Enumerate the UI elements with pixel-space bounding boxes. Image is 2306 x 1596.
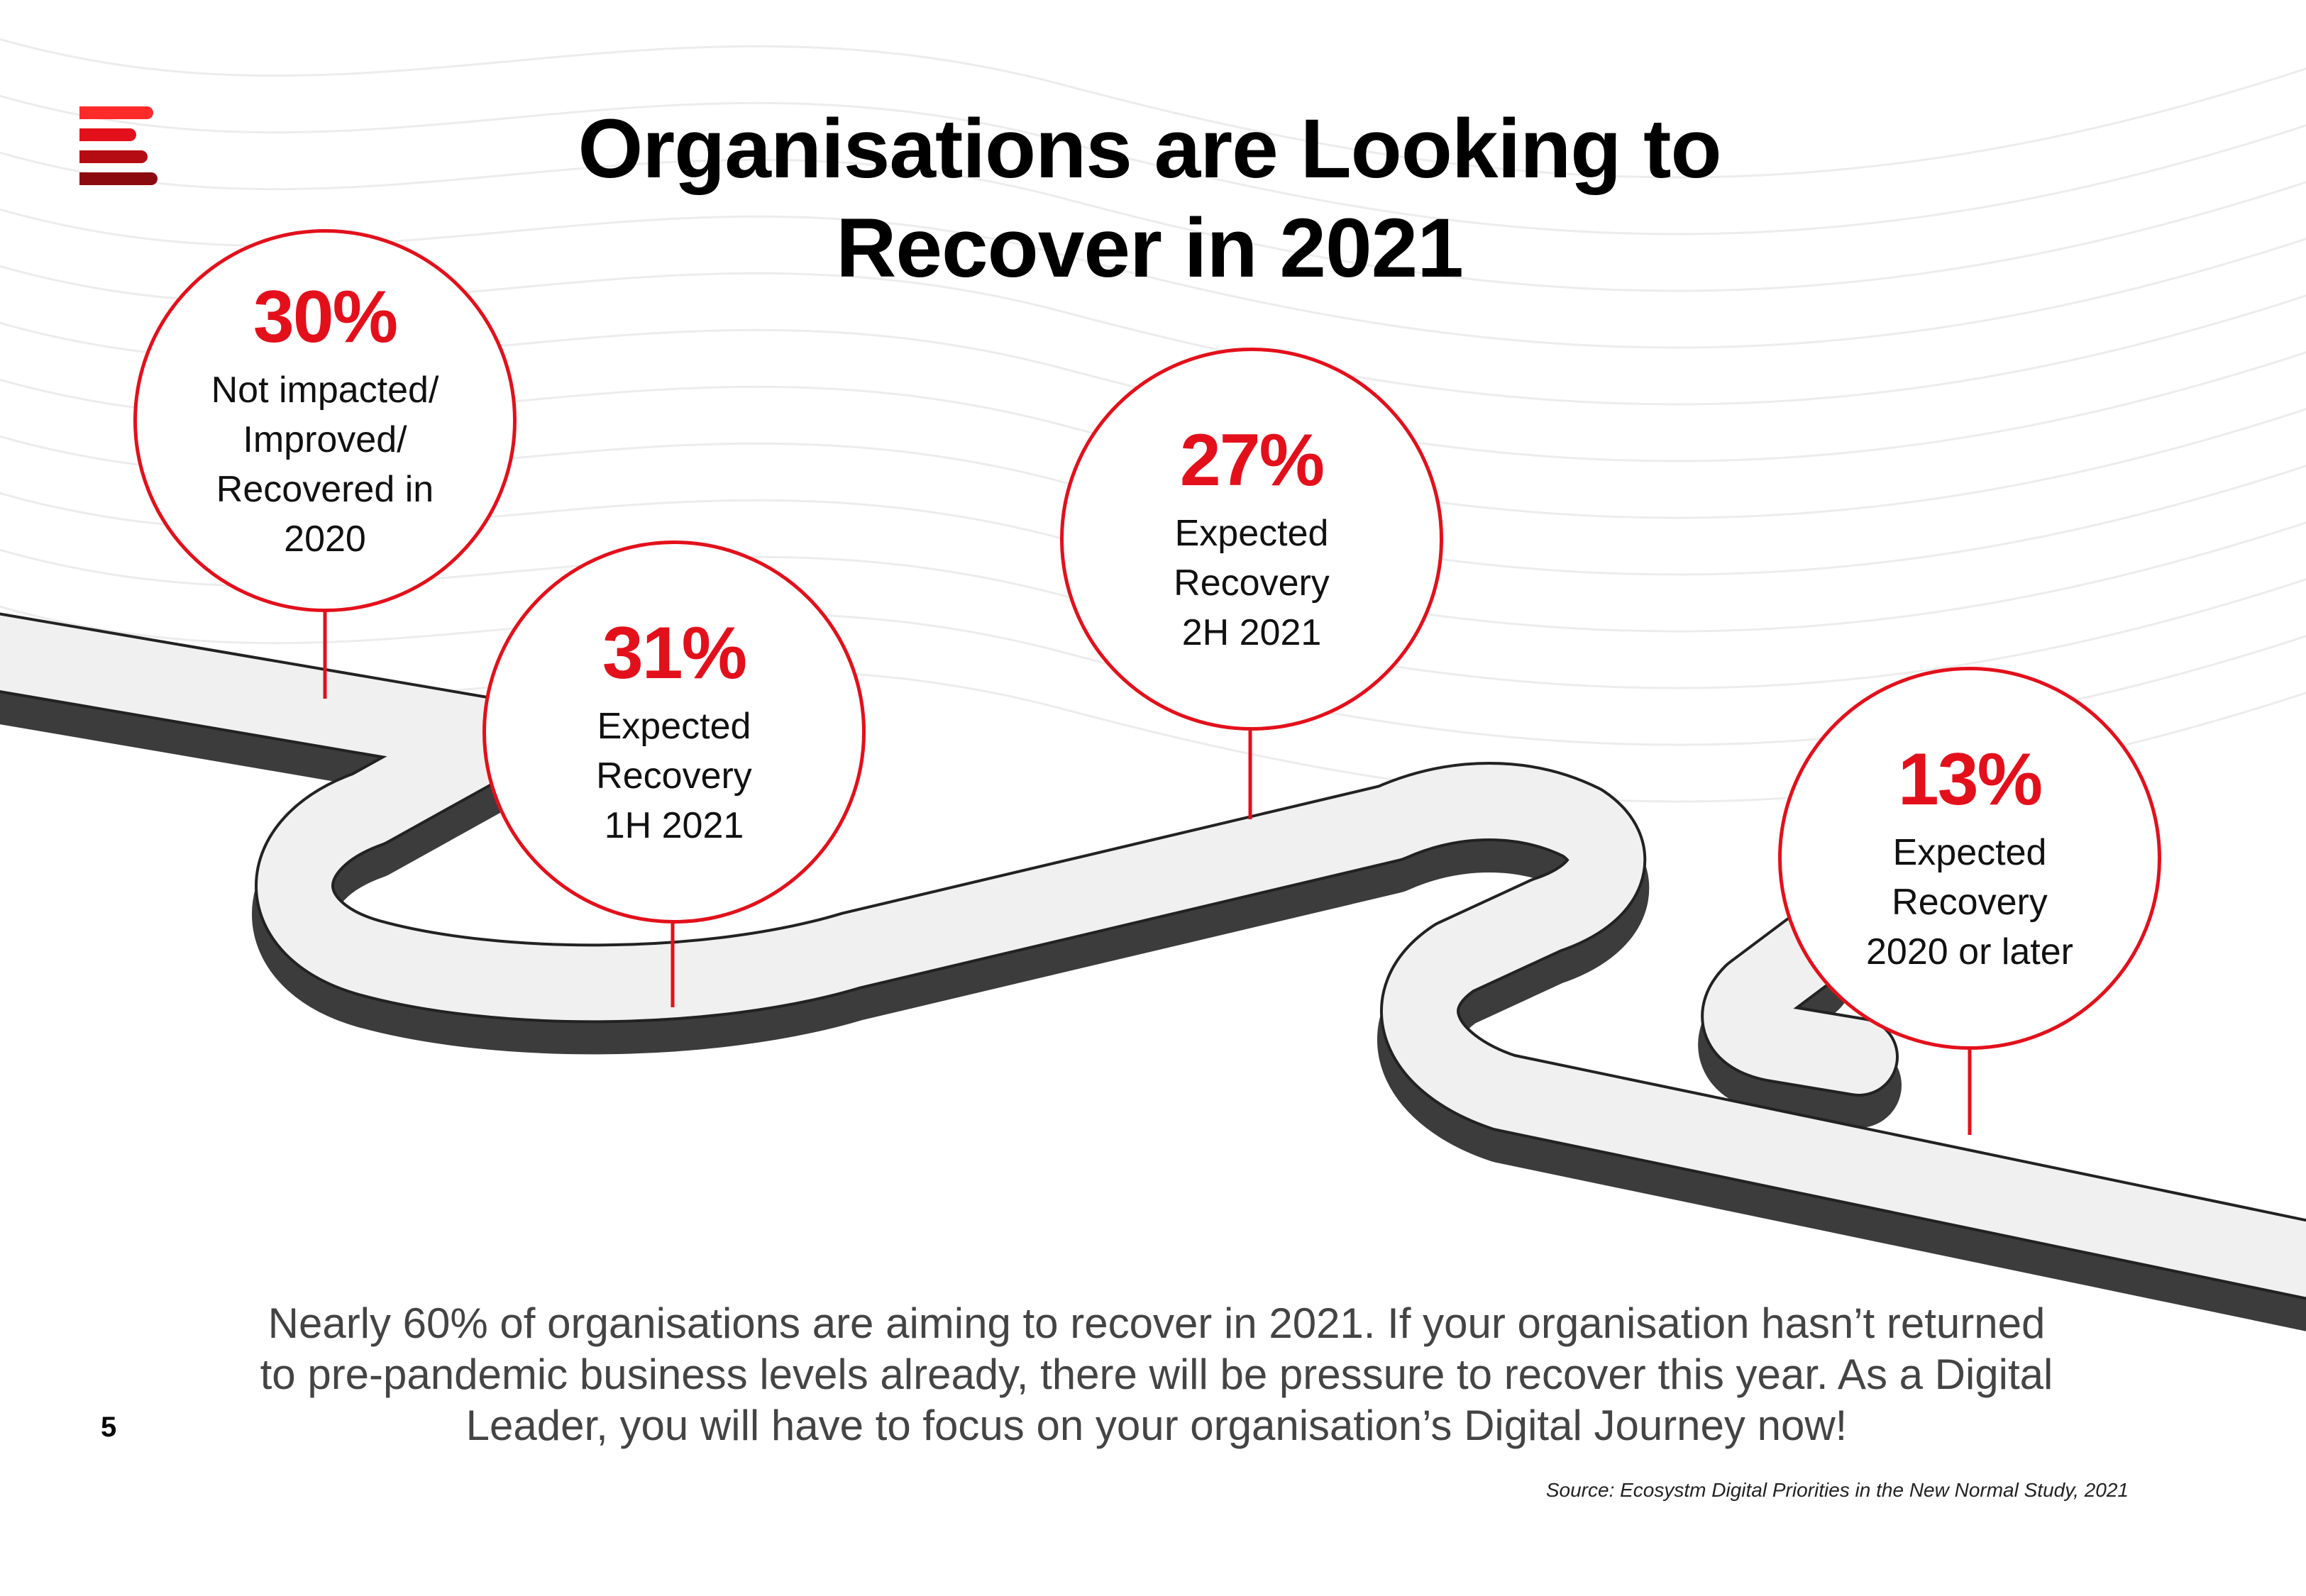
milestone-label-line: Recovery (1892, 882, 2048, 923)
summary-line: Leader, you will have to focus on your o… (465, 1402, 1848, 1449)
logo-bar (79, 172, 158, 185)
road-surface (0, 612, 2306, 1300)
brand-logo (79, 106, 162, 186)
source-citation: Source: Ecosystm Digital Priorities in t… (1545, 1479, 2129, 1501)
milestone-percent: 30% (253, 276, 398, 358)
milestone-bubble-27: 27% Expected Recovery 2H 2021 (1060, 348, 1443, 731)
milestone-percent: 27% (1179, 419, 1325, 501)
milestone-label-line: Recovery (596, 755, 752, 797)
milestone-label-line: Expected (597, 706, 751, 747)
summary-line: Nearly 60% of organisations are aiming t… (267, 1299, 2046, 1347)
milestone-label: Expected Recovery 2H 2021 (1099, 509, 1404, 658)
milestone-label-line: Expected (1892, 832, 2047, 873)
title-line-1: Organisations are Looking to (578, 102, 1721, 196)
logo-bar (79, 128, 136, 141)
milestone-label-line: Improved/ (243, 419, 407, 460)
milestone-bubble-13: 13% Expected Recovery 2020 or later (1778, 667, 2161, 1050)
summary-line: to pre-pandemic business levels already,… (260, 1351, 2053, 1398)
page-title: Organisations are Looking to Recover in … (369, 99, 1930, 298)
milestone-label-line: Expected (1174, 513, 1329, 554)
milestone-percent: 31% (602, 612, 747, 694)
milestone-label-line: 2020 (284, 519, 366, 560)
milestone-bubble-31: 31% Expected Recovery 1H 2021 (482, 541, 866, 924)
milestone-label: Expected Recovery 2020 or later (1817, 828, 2122, 977)
milestone-percent: 13% (1897, 738, 2043, 821)
title-line-2: Recover in 2021 (836, 201, 1464, 295)
page-number: 5 (101, 1412, 117, 1443)
milestone-bubble-30: 30% Not impacted/ Improved/ Recovered in… (133, 229, 517, 612)
milestone-label-line: 2020 or later (1866, 931, 2073, 972)
milestone-label: Expected Recovery 1H 2021 (522, 702, 827, 850)
milestone-label-line: Recovered in (216, 469, 434, 510)
milestone-label-line: 1H 2021 (604, 805, 744, 846)
milestone-label-line: 2H 2021 (1181, 612, 1322, 653)
milestone-label: Not impacted/ Improved/ Recovered in 202… (172, 365, 478, 564)
pin-stems (323, 610, 1972, 1135)
milestone-label-line: Not impacted/ (211, 370, 439, 411)
milestone-label-line: Recovery (1174, 563, 1330, 604)
summary-paragraph: Nearly 60% of organisations are aiming t… (114, 1298, 2200, 1451)
logo-bar (79, 150, 148, 163)
logo-bar (79, 106, 153, 119)
